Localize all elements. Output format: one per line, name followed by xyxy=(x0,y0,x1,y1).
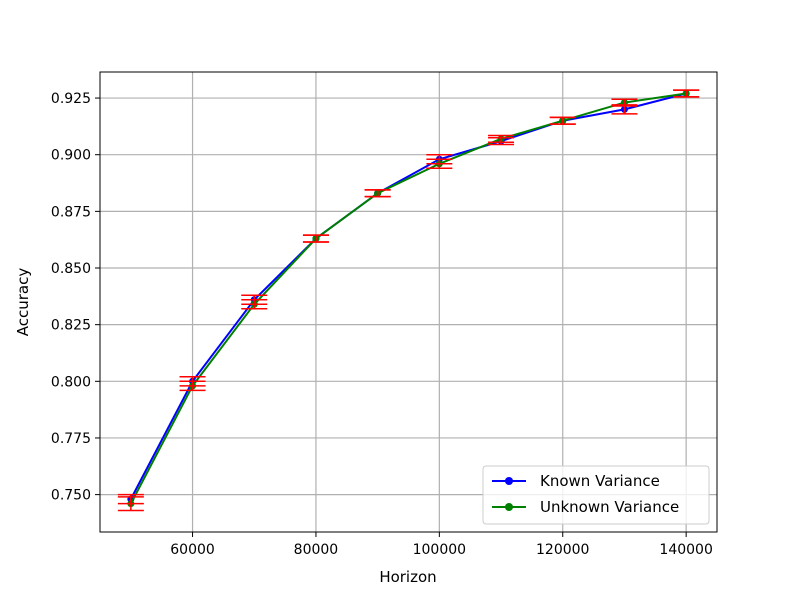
legend-frame xyxy=(482,465,710,525)
plot-frame xyxy=(99,71,718,533)
x-tick-label: 80000 xyxy=(294,542,339,558)
legend-marker-known xyxy=(505,477,513,485)
grid xyxy=(100,72,717,532)
y-tick-label: 0.750 xyxy=(51,488,91,504)
series-lines xyxy=(127,90,690,508)
x-tick-label: 140000 xyxy=(659,542,712,558)
x-axis-label: Horizon xyxy=(379,568,436,586)
error-bars xyxy=(117,89,700,512)
y-tick-label: 0.925 xyxy=(51,91,91,107)
series-line-1 xyxy=(129,92,687,505)
y-tick-label: 0.800 xyxy=(51,374,91,390)
x-tick-label: 60000 xyxy=(170,542,215,558)
axis-ticks: 60000 80000 100000 120000 140000 0.750 0.775 0.… xyxy=(51,91,713,558)
legend-label-known: Known Variance xyxy=(540,472,660,490)
y-tick-label: 0.850 xyxy=(51,261,91,277)
y-axis-label: Accuracy xyxy=(14,268,32,337)
series-line-0 xyxy=(129,92,687,500)
legend-marker-unknown xyxy=(505,503,513,511)
y-tick-label: 0.875 xyxy=(51,204,91,220)
x-tick-label: 100000 xyxy=(413,542,466,558)
legend-label-unknown: Unknown Variance xyxy=(540,498,679,516)
x-tick-label: 120000 xyxy=(536,542,589,558)
y-tick-label: 0.775 xyxy=(51,431,91,447)
legend: Known Variance Unknown Variance xyxy=(482,465,710,525)
y-tick-label: 0.900 xyxy=(51,148,91,164)
y-tick-label: 0.825 xyxy=(51,318,91,334)
